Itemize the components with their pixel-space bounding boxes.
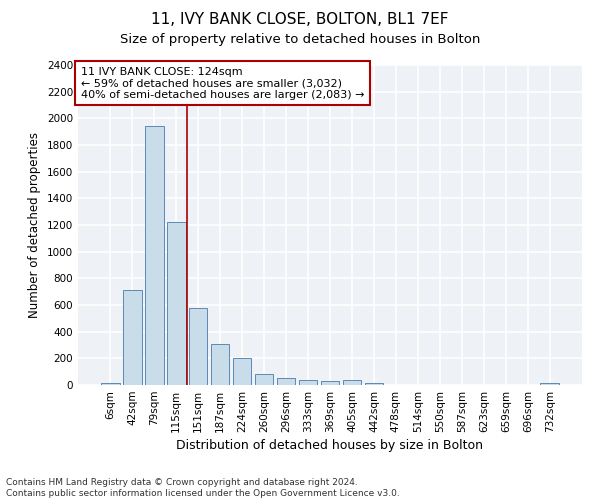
- Text: 11, IVY BANK CLOSE, BOLTON, BL1 7EF: 11, IVY BANK CLOSE, BOLTON, BL1 7EF: [151, 12, 449, 28]
- Bar: [167, 222, 185, 385]
- Bar: [101, 383, 119, 385]
- Bar: [343, 380, 361, 385]
- Bar: [123, 290, 142, 385]
- Bar: [299, 380, 317, 385]
- Bar: [189, 308, 208, 385]
- Bar: [541, 383, 559, 385]
- Y-axis label: Number of detached properties: Number of detached properties: [28, 132, 41, 318]
- Bar: [145, 126, 164, 385]
- Text: Size of property relative to detached houses in Bolton: Size of property relative to detached ho…: [120, 32, 480, 46]
- Text: 11 IVY BANK CLOSE: 124sqm
← 59% of detached houses are smaller (3,032)
40% of se: 11 IVY BANK CLOSE: 124sqm ← 59% of detac…: [80, 66, 364, 100]
- Bar: [320, 381, 340, 385]
- Bar: [365, 383, 383, 385]
- Text: Contains HM Land Registry data © Crown copyright and database right 2024.
Contai: Contains HM Land Registry data © Crown c…: [6, 478, 400, 498]
- Bar: [233, 358, 251, 385]
- X-axis label: Distribution of detached houses by size in Bolton: Distribution of detached houses by size …: [176, 439, 484, 452]
- Bar: [211, 344, 229, 385]
- Bar: [255, 374, 274, 385]
- Bar: [277, 378, 295, 385]
